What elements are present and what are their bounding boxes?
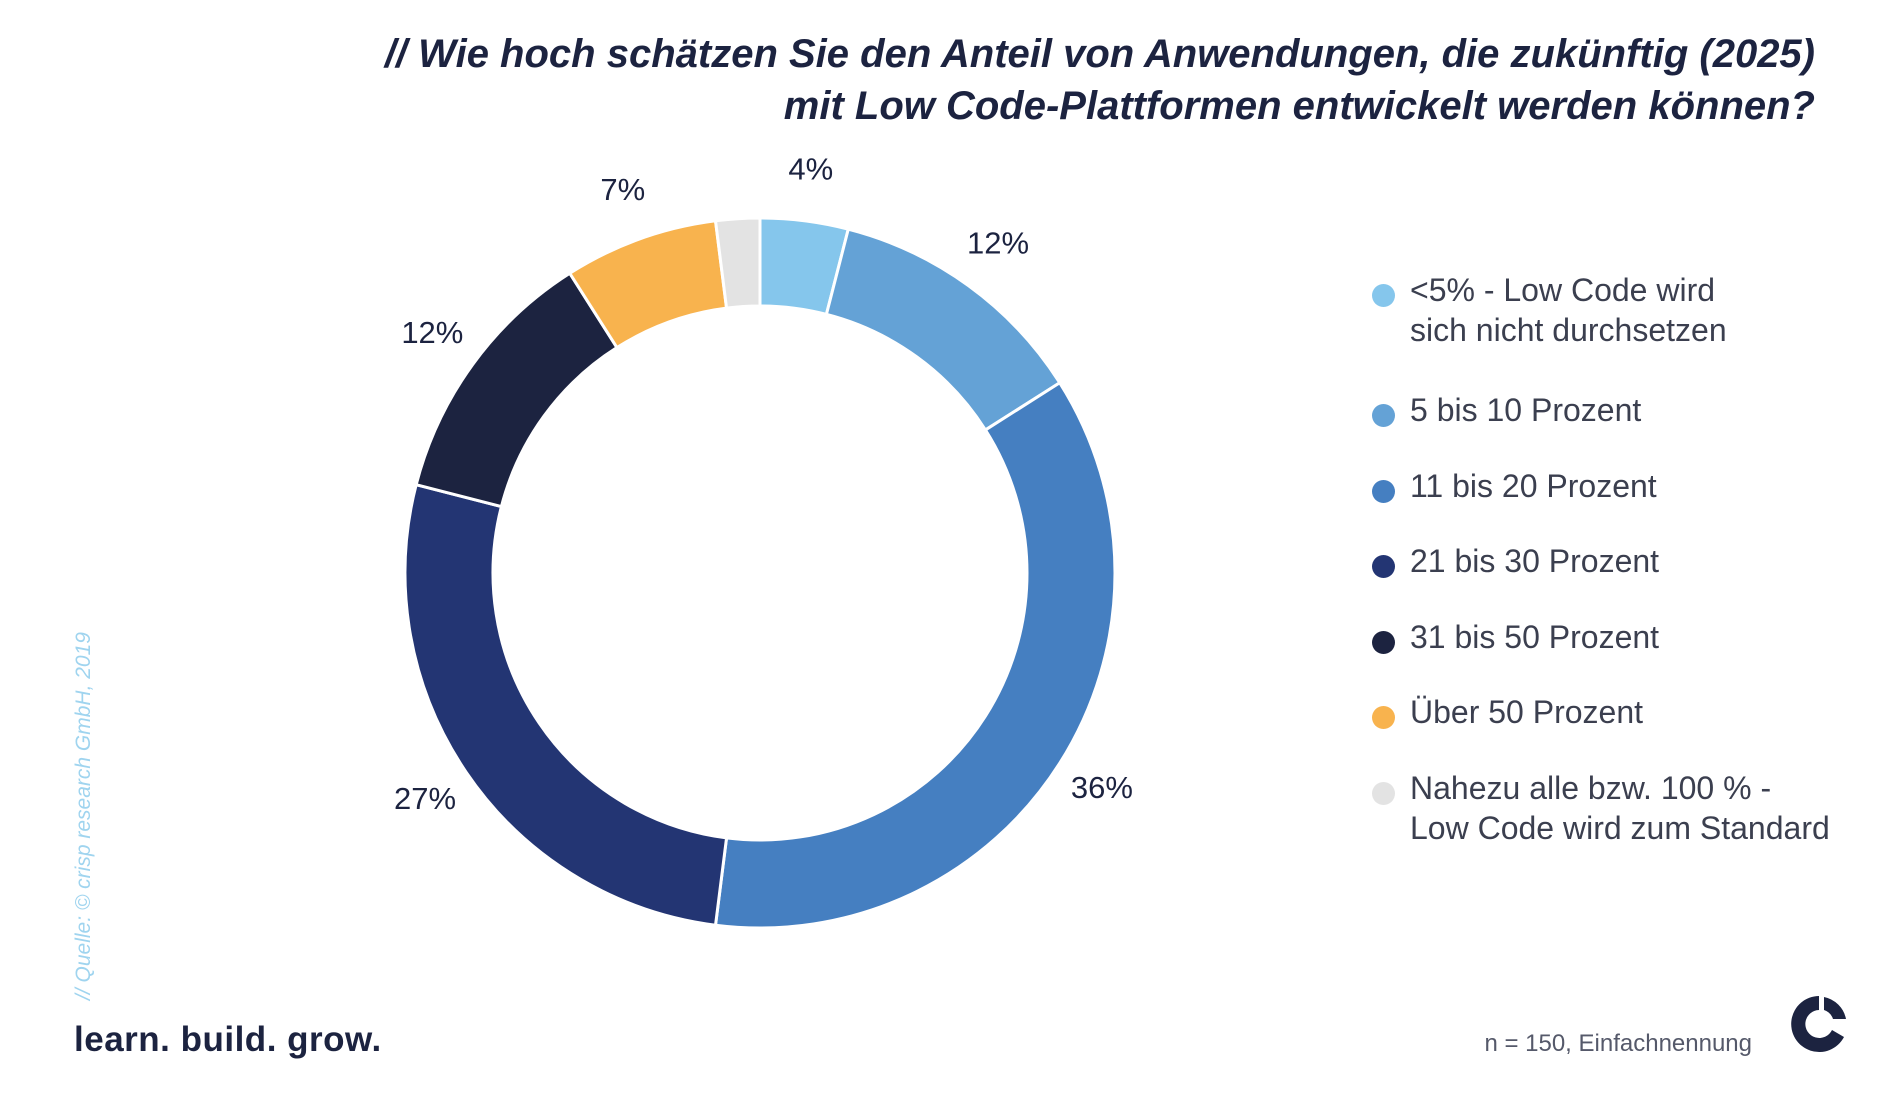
data-label-3: 36% <box>1071 770 1133 805</box>
data-label-2: 12% <box>967 226 1029 261</box>
tagline: learn. build. grow. <box>74 1020 382 1059</box>
data-label-6: 7% <box>600 172 645 207</box>
legend-label: Nahezu alle bzw. 100 % - Low Code wird z… <box>1410 770 1830 846</box>
chart-title-line-2: mit Low Code-Plattformen entwickelt werd… <box>783 84 1815 128</box>
legend-label: Über 50 Prozent <box>1410 694 1644 730</box>
chart-title-line-1: // Wie hoch schätzen Sie den Anteil von … <box>384 32 1815 76</box>
legend-dot-icon <box>1372 284 1395 307</box>
donut-slice-3 <box>713 380 1117 930</box>
legend-dot-icon <box>1372 404 1395 427</box>
chart-title: // Wie hoch schätzen Sie den Anteil von … <box>315 28 1815 132</box>
legend-dot-icon <box>1372 555 1395 578</box>
legend-dot-icon <box>1372 480 1395 503</box>
legend-label: 11 bis 20 Prozent <box>1410 468 1657 504</box>
legend-dot-icon <box>1372 706 1395 729</box>
legend-dot-icon <box>1372 631 1395 654</box>
data-label-1: 4% <box>788 151 833 186</box>
legend-dot-icon <box>1372 782 1395 805</box>
source-note: // Quelle: © crisp research GmbH, 2019 <box>72 632 95 1000</box>
donut-slice-5 <box>414 271 620 509</box>
legend-label: 21 bis 30 Prozent <box>1410 543 1660 579</box>
sample-size-note: n = 150, Einfachnennung <box>1484 1030 1752 1057</box>
legend-label: 31 bis 50 Prozent <box>1410 619 1660 655</box>
data-label-5: 12% <box>401 315 463 350</box>
crisp-research-logo-icon <box>1791 996 1846 1052</box>
donut-slice-4 <box>403 482 729 927</box>
legend-label: <5% - Low Code wird sich nicht durchsetz… <box>1410 272 1727 348</box>
donut-slice-7 <box>713 216 762 310</box>
legend-label: 5 bis 10 Prozent <box>1410 392 1642 428</box>
data-label-4: 27% <box>394 781 456 816</box>
